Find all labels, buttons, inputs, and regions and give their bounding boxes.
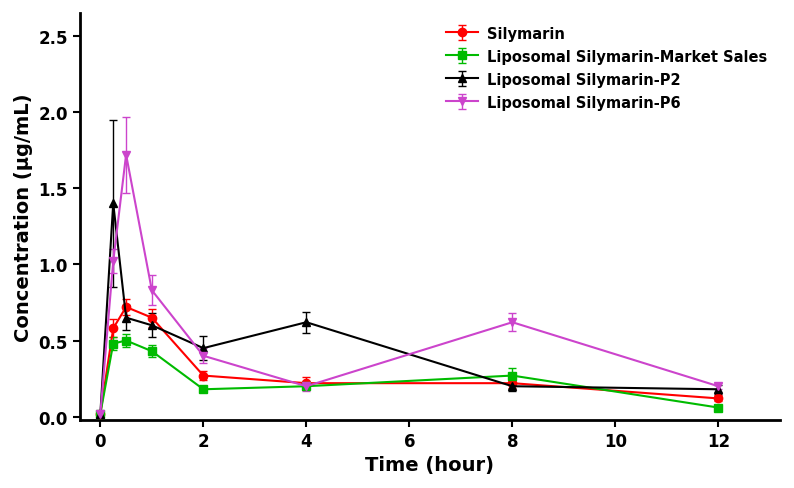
Legend: Silymarin, Liposomal Silymarin-Market Sales, Liposomal Silymarin-P2, Liposomal S: Silymarin, Liposomal Silymarin-Market Sa…: [440, 21, 773, 117]
X-axis label: Time (hour): Time (hour): [365, 455, 495, 474]
Y-axis label: Concentration (μg/mL): Concentration (μg/mL): [13, 93, 33, 341]
